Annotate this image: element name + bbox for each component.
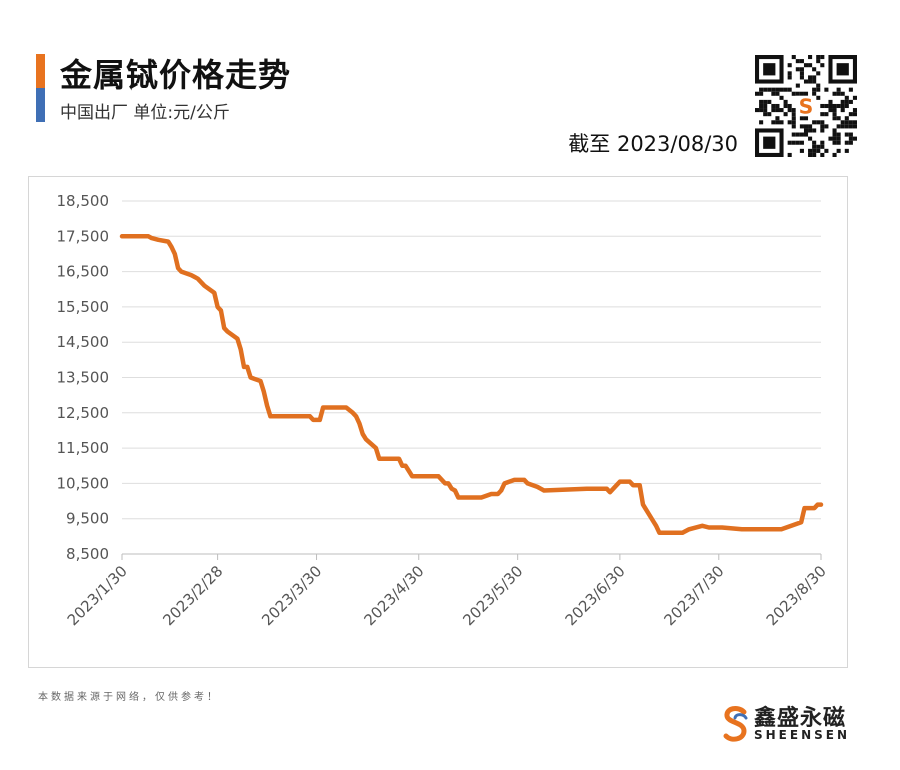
x-tick-label: 2023/4/30 <box>360 562 427 629</box>
x-tick-label: 2023/6/30 <box>562 562 629 629</box>
logo-text-cn: 鑫盛永磁 <box>754 706 847 731</box>
x-tick-label: 2023/5/30 <box>459 562 526 629</box>
y-tick-label: 14,500 <box>57 333 110 351</box>
y-tick-label: 11,500 <box>57 439 110 457</box>
x-tick-label: 2023/2/28 <box>159 562 226 629</box>
y-tick-label: 9,500 <box>66 510 109 528</box>
price-line-chart: 18,500 17,500 16,500 15,500 14,500 13,500 12,5… <box>57 192 830 629</box>
chart-frame: 18,500 17,500 16,500 15,500 14,500 13,500 12,5… <box>28 176 848 668</box>
sheensen-logo-icon <box>723 706 748 742</box>
company-logo: 鑫盛永磁 SHEENSEN <box>722 700 872 750</box>
y-tick-label: 8,500 <box>66 545 109 563</box>
y-tick-label: 17,500 <box>57 227 110 245</box>
page-title: 金属铽价格走势 <box>60 56 292 94</box>
y-tick-label: 18,500 <box>57 192 110 210</box>
y-tick-label: 13,500 <box>57 369 110 387</box>
x-tick-label: 2023/8/30 <box>763 562 830 629</box>
svg-text:S: S <box>799 94 814 118</box>
x-tick-label: 2023/1/30 <box>64 562 131 629</box>
footnote: 本数据来源于网络，仅供参考！ <box>38 692 220 703</box>
y-tick-label: 10,500 <box>57 474 110 492</box>
x-tick-label: 2023/7/30 <box>660 562 727 629</box>
x-tick-label: 2023/3/30 <box>258 562 325 629</box>
y-tick-label: 12,500 <box>57 404 110 422</box>
qr-code-icon: S <box>755 55 857 157</box>
page-subtitle: 中国出厂 单位:元/公斤 <box>60 103 230 123</box>
y-tick-label: 16,500 <box>57 263 110 281</box>
date-label: 截至 2023/08/30 <box>568 132 738 156</box>
y-tick-label: 15,500 <box>57 298 110 316</box>
title-accent-bar <box>36 54 45 122</box>
price-series-line <box>119 234 824 536</box>
logo-text-en: SHEENSEN <box>754 728 851 742</box>
